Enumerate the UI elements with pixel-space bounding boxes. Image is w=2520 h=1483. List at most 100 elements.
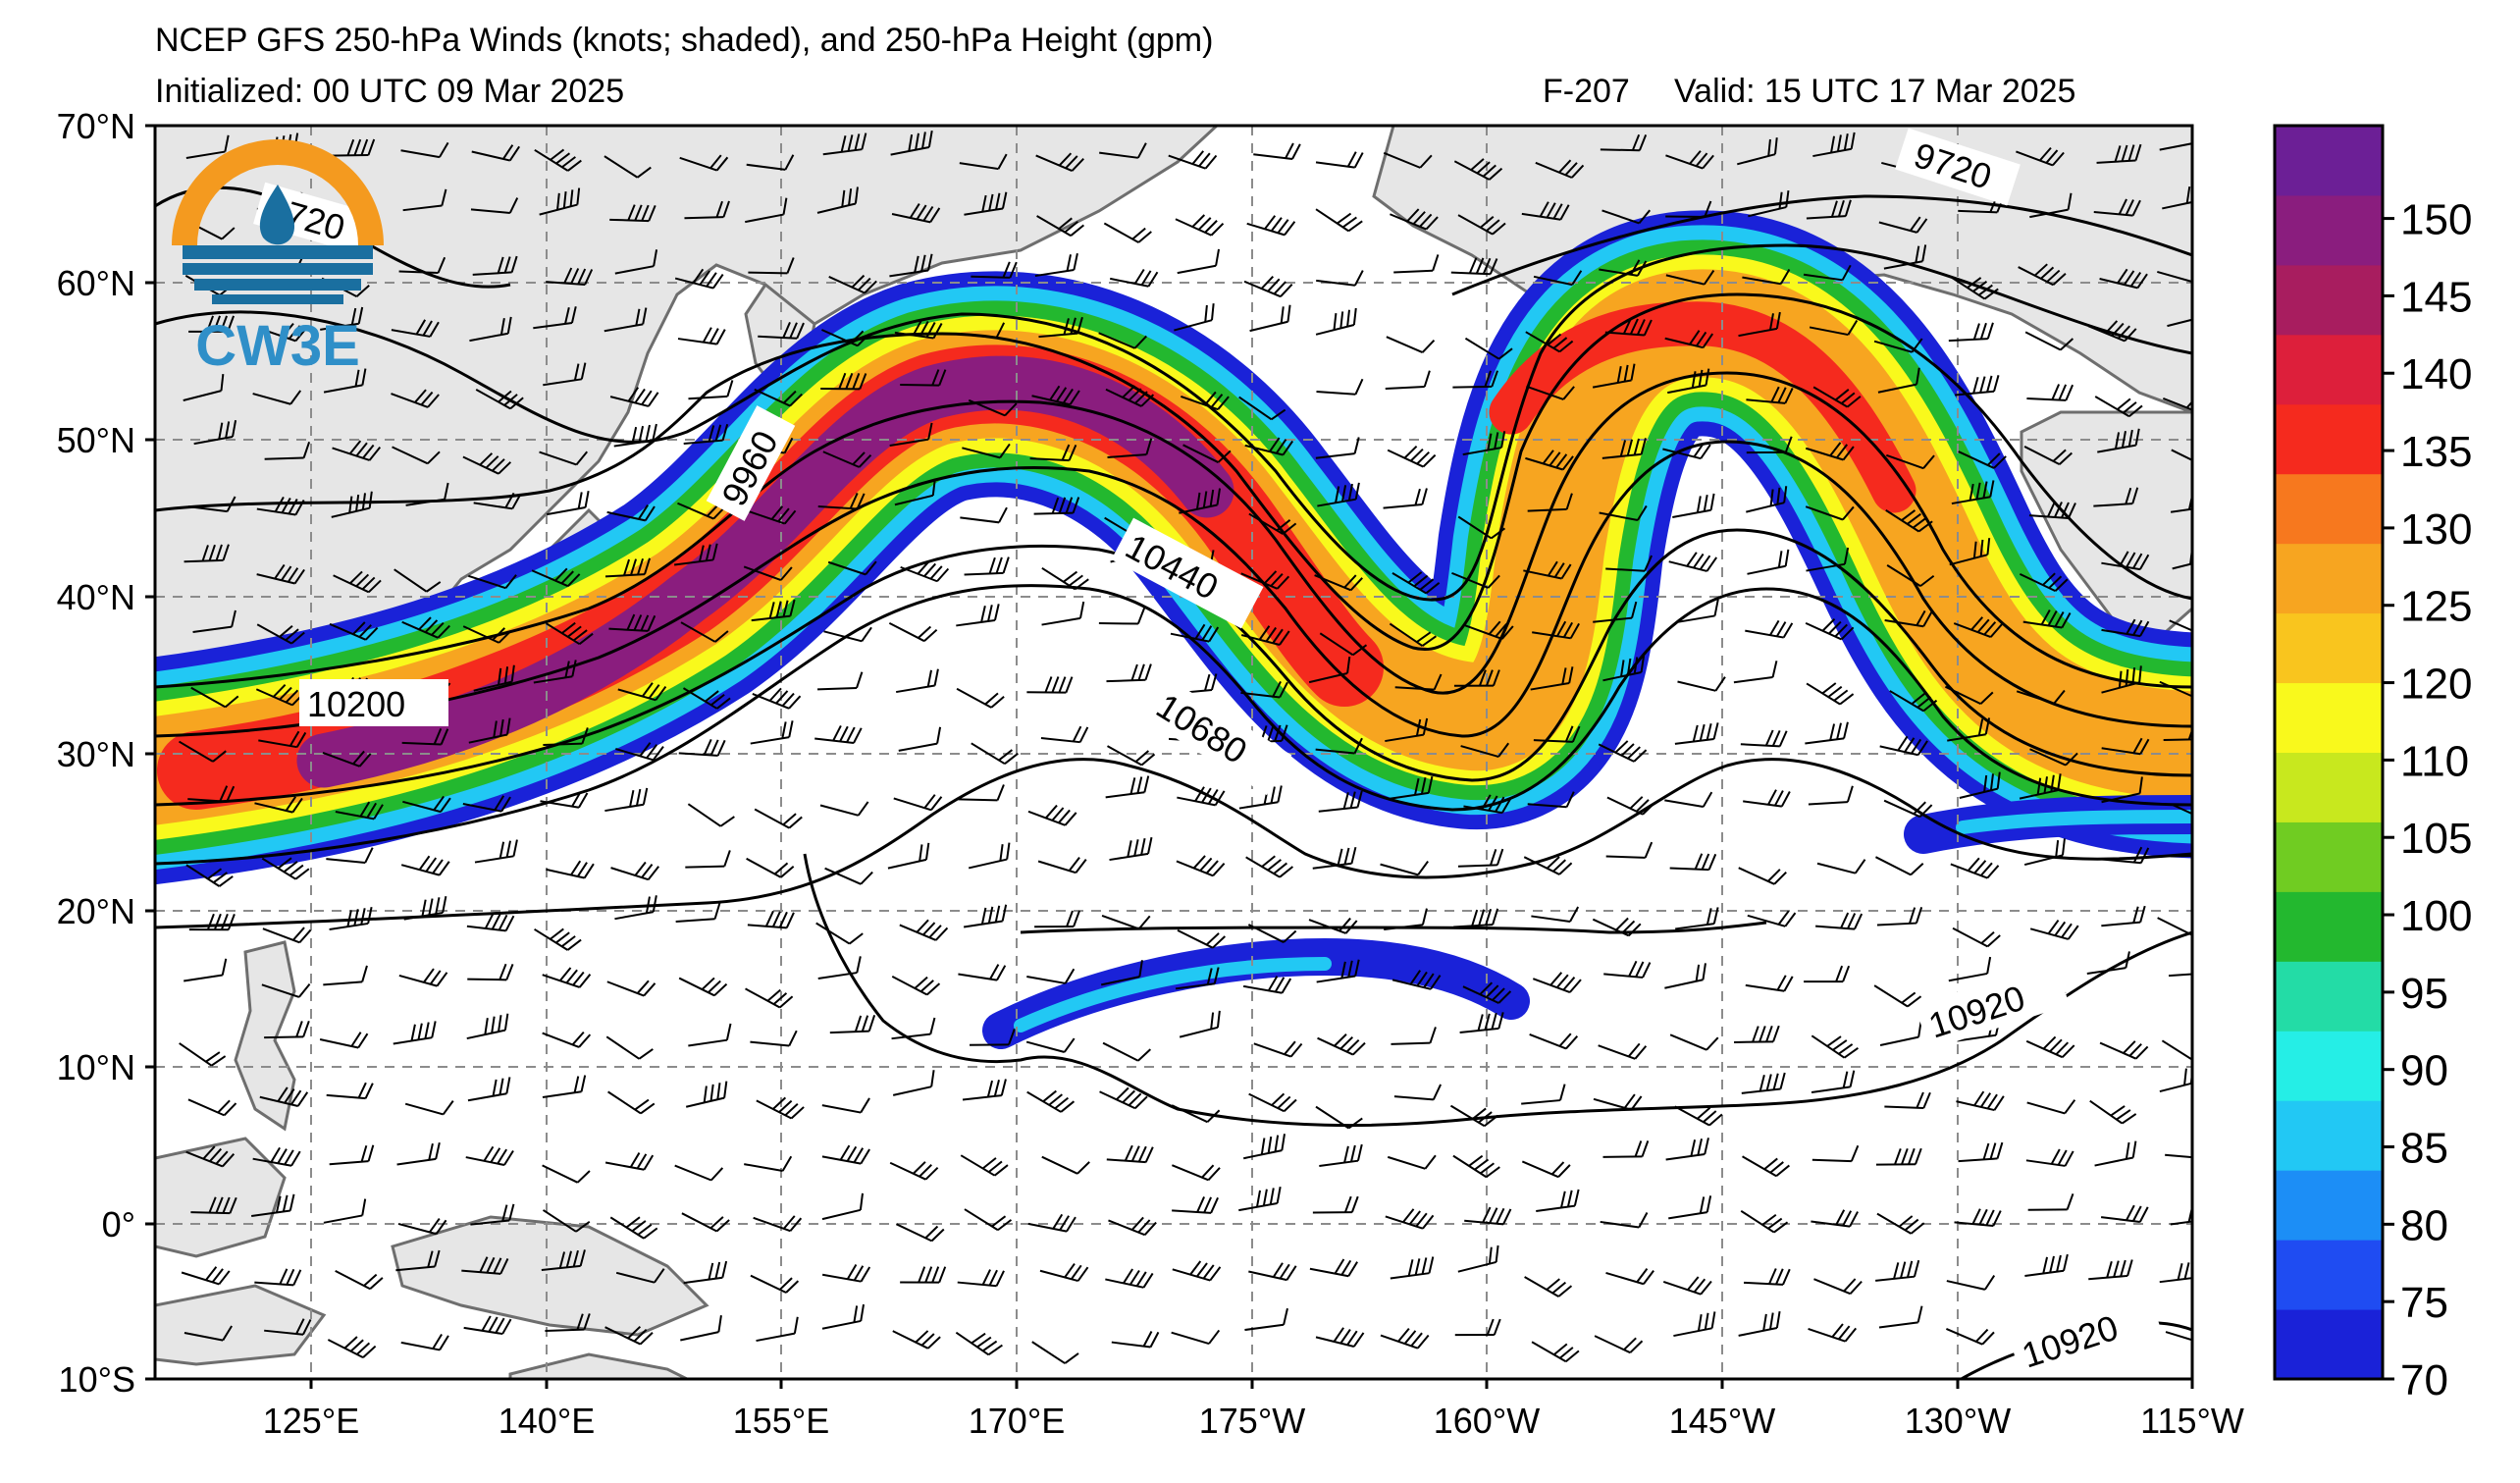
- wind-barb: [1665, 150, 1714, 170]
- wind-barb: [1240, 625, 1290, 646]
- wind-barb: [1733, 661, 1778, 684]
- wind-barb: [684, 200, 730, 220]
- wind-barb: [539, 450, 589, 466]
- wind-barb: [756, 1096, 805, 1120]
- wind-barb: [264, 1020, 310, 1039]
- wind-barb: [1526, 385, 1575, 400]
- wind-barb: [181, 1266, 231, 1286]
- indonesia-east: [155, 1284, 327, 1366]
- wind-barb: [1664, 963, 1706, 989]
- wind-barb: [329, 621, 379, 641]
- lon-label-145w: 145°W: [1669, 1401, 1775, 1441]
- wind-barb: [1956, 1090, 2005, 1112]
- colorbar-segment: [2275, 543, 2383, 614]
- wind-barb: [333, 570, 382, 594]
- svg-text:CW3E: CW3E: [195, 314, 360, 378]
- wind-barb: [750, 720, 794, 745]
- wind-barb: [1177, 786, 1226, 807]
- wind-barb: [1806, 547, 1850, 572]
- wind-barb: [1593, 1093, 1643, 1111]
- wind-barb: [894, 320, 943, 340]
- wind-barb: [1601, 438, 1647, 459]
- wind-barb: [1099, 142, 1147, 159]
- wind-barb: [1182, 444, 1232, 463]
- wind-barb: [2101, 905, 2146, 927]
- wind-barb: [1747, 910, 1797, 927]
- wind-barb: [971, 261, 1018, 279]
- wind-barb: [1181, 391, 1230, 411]
- wind-barb: [681, 1212, 730, 1233]
- wind-barb: [900, 369, 947, 387]
- wind-barb: [678, 738, 726, 757]
- wind-barb: [1669, 853, 1717, 872]
- wind-barb: [1462, 431, 1506, 456]
- wind-barb: [1174, 303, 1215, 332]
- wind-barb: [1535, 159, 1585, 179]
- wind-barb: [1248, 512, 1297, 535]
- colorbar-segment: [2275, 1100, 2383, 1171]
- wind-barb: [817, 956, 862, 980]
- wind-barb: [467, 1077, 511, 1102]
- wind-barb: [1521, 1084, 1566, 1105]
- contour-10200: [155, 440, 2192, 738]
- wind-barb: [261, 857, 310, 880]
- wind-barb: [543, 727, 589, 746]
- wind-barb: [2162, 395, 2192, 414]
- lat-lon-grid: [155, 126, 2192, 1379]
- wind-barb: [899, 919, 949, 941]
- wind-barb: [2101, 665, 2142, 694]
- wind-barb: [1457, 1245, 1499, 1273]
- wind-barb: [898, 726, 942, 752]
- wind-barb: [1240, 680, 1288, 699]
- wind-barb: [1387, 446, 1437, 468]
- wind-barb: [683, 423, 729, 446]
- wind-barb: [1385, 370, 1431, 391]
- wind-barb: [1527, 791, 1575, 809]
- wind-barb: [1453, 669, 1500, 687]
- wind-barb: [1103, 222, 1152, 243]
- wind-barb: [688, 1023, 732, 1047]
- colorbar-tick-label: 100: [2400, 892, 2472, 940]
- wind-barb: [679, 154, 729, 172]
- wind-barb: [1605, 841, 1654, 859]
- wind-barb: [1740, 729, 1788, 748]
- wind-barb: [604, 787, 649, 813]
- wind-barb: [2089, 1099, 2137, 1125]
- wind-barb: [1105, 1268, 1154, 1289]
- wind-barb: [461, 1256, 509, 1275]
- wind-barb: [320, 306, 364, 331]
- wind-barb: [463, 1315, 512, 1336]
- wind-barb: [2168, 972, 2192, 978]
- wind-barb: [1668, 552, 1718, 572]
- wind-barb: [682, 687, 731, 710]
- wind-barb: [1884, 609, 1933, 628]
- valid-time: Valid: 15 UTC 17 Mar 2025: [1674, 73, 2076, 110]
- wind-barb: [968, 398, 1018, 417]
- wind-barb: [2029, 748, 2078, 767]
- wind-barb: [1390, 775, 1434, 800]
- wind-barb: [615, 742, 664, 762]
- wind-barb: [2088, 1259, 2133, 1281]
- wind-barb: [1958, 1141, 2004, 1163]
- wind-barb: [756, 1316, 799, 1343]
- wind-barb: [471, 144, 521, 162]
- wind-barb: [1804, 965, 1851, 983]
- wind-barb: [955, 1331, 1003, 1356]
- wind-barb: [750, 1274, 800, 1294]
- wind-barb: [543, 362, 587, 387]
- wind-barb: [185, 134, 230, 159]
- wind-barb: [533, 660, 577, 684]
- wind-barb: [1238, 1187, 1282, 1212]
- wind-barb: [1803, 264, 1852, 282]
- wind-barb: [2101, 551, 2150, 571]
- wind-barb: [1592, 363, 1636, 389]
- wind-barb: [1175, 214, 1225, 237]
- wind-barb: [546, 860, 595, 879]
- wind-barb: [1464, 337, 1513, 360]
- wind-barb: [674, 543, 718, 566]
- colorbar-segment: [2275, 682, 2383, 753]
- wind-barb: [1246, 215, 1296, 237]
- wind-barb: [958, 964, 1007, 981]
- wind-barb: [1308, 917, 1358, 934]
- jet-core-east-135kt: [1489, 301, 1916, 513]
